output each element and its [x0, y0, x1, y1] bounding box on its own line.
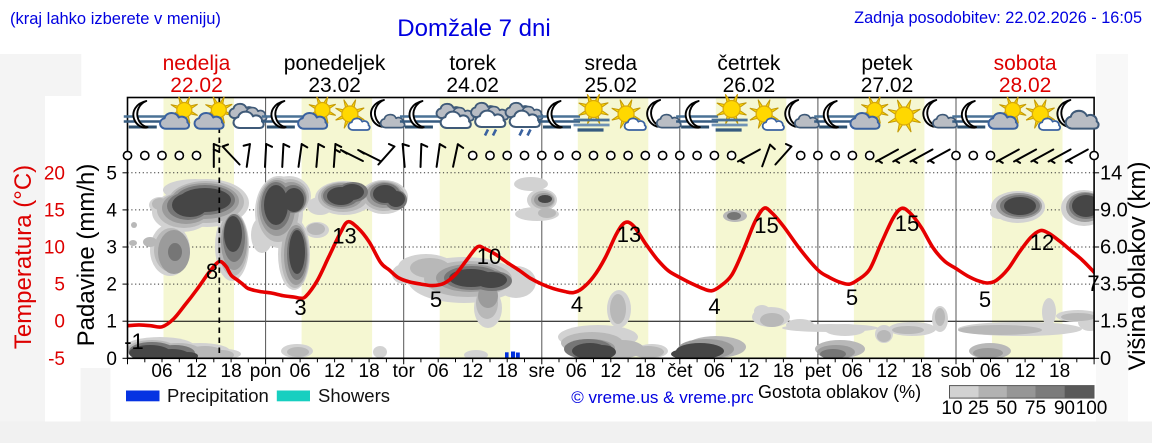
- svg-text:15: 15: [895, 211, 919, 236]
- svg-text:sob: sob: [941, 361, 972, 382]
- svg-text:0: 0: [54, 312, 65, 333]
- svg-text:Padavine (mm/h): Padavine (mm/h): [73, 164, 100, 347]
- svg-text:Domžale 7 dni: Domžale 7 dni: [397, 15, 550, 42]
- svg-text:Temperatura (°C): Temperatura (°C): [10, 165, 37, 349]
- svg-text:Showers: Showers: [318, 385, 390, 406]
- svg-text:12: 12: [324, 361, 345, 382]
- svg-text:90: 90: [1054, 398, 1075, 419]
- svg-text:18: 18: [359, 361, 380, 382]
- svg-text:12: 12: [738, 361, 759, 382]
- svg-text:13: 13: [617, 222, 641, 247]
- svg-text:06: 06: [151, 361, 172, 382]
- svg-text:nedelja: nedelja: [163, 52, 231, 75]
- svg-text:Višina oblakov (km): Višina oblakov (km): [1124, 162, 1151, 371]
- svg-text:Zadnja posodobitev: 22.02.2026: Zadnja posodobitev: 22.02.2026 - 16:05: [854, 9, 1142, 27]
- svg-text:06: 06: [980, 361, 1001, 382]
- svg-text:4: 4: [571, 292, 583, 317]
- svg-text:Gostota oblakov (%): Gostota oblakov (%): [758, 382, 921, 402]
- svg-text:06: 06: [704, 361, 725, 382]
- svg-text:12: 12: [600, 361, 621, 382]
- svg-text:20: 20: [44, 163, 65, 184]
- svg-text:torek: torek: [449, 52, 496, 75]
- svg-text:6.0: 6.0: [1100, 237, 1128, 259]
- svg-text:čet: čet: [667, 361, 693, 382]
- svg-text:9.0: 9.0: [1100, 199, 1128, 221]
- svg-text:Precipitation: Precipitation: [167, 385, 269, 406]
- svg-text:sre: sre: [529, 361, 555, 382]
- svg-text:3: 3: [106, 238, 117, 259]
- svg-text:22.02: 22.02: [170, 74, 223, 97]
- svg-text:2: 2: [106, 275, 117, 296]
- svg-text:12: 12: [1015, 361, 1036, 382]
- svg-text:7: 7: [1087, 271, 1099, 296]
- svg-text:06: 06: [290, 361, 311, 382]
- svg-text:0: 0: [1100, 348, 1111, 370]
- svg-text:18: 18: [497, 361, 518, 382]
- svg-text:5: 5: [54, 275, 65, 296]
- svg-text:© vreme.us & vreme.pro: © vreme.us & vreme.pro: [571, 388, 755, 407]
- svg-text:18: 18: [221, 361, 242, 382]
- svg-text:18: 18: [635, 361, 656, 382]
- svg-text:ponedeljek: ponedeljek: [284, 52, 386, 75]
- svg-text:15: 15: [754, 213, 778, 238]
- svg-text:četrtek: četrtek: [717, 52, 781, 75]
- svg-text:4: 4: [106, 200, 117, 221]
- svg-text:75: 75: [1025, 398, 1046, 419]
- svg-text:06: 06: [566, 361, 587, 382]
- svg-text:8: 8: [206, 259, 218, 284]
- svg-text:25: 25: [968, 398, 989, 419]
- svg-text:06: 06: [842, 361, 863, 382]
- svg-text:5: 5: [106, 163, 117, 184]
- svg-text:50: 50: [996, 398, 1017, 419]
- svg-text:12: 12: [876, 361, 897, 382]
- svg-text:petek: petek: [861, 52, 913, 75]
- svg-text:12: 12: [1030, 230, 1054, 255]
- svg-text:27.02: 27.02: [861, 74, 914, 97]
- svg-text:5: 5: [846, 285, 858, 310]
- svg-text:4: 4: [708, 294, 720, 319]
- svg-text:14: 14: [1100, 162, 1122, 184]
- svg-text:12: 12: [186, 361, 207, 382]
- svg-text:10: 10: [941, 398, 962, 419]
- svg-text:sreda: sreda: [585, 52, 638, 75]
- svg-text:3.5: 3.5: [1100, 274, 1128, 296]
- svg-text:12: 12: [462, 361, 483, 382]
- svg-text:pon: pon: [250, 361, 282, 382]
- svg-text:13: 13: [332, 224, 356, 249]
- svg-text:18: 18: [773, 361, 794, 382]
- svg-text:3: 3: [294, 295, 306, 320]
- svg-text:23.02: 23.02: [308, 74, 361, 97]
- svg-text:100: 100: [1076, 398, 1108, 419]
- svg-text:sobota: sobota: [994, 52, 1057, 75]
- svg-text:1.5: 1.5: [1100, 311, 1128, 333]
- svg-text:26.02: 26.02: [723, 74, 776, 97]
- svg-text:18: 18: [911, 361, 932, 382]
- svg-text:06: 06: [428, 361, 449, 382]
- svg-text:10: 10: [44, 238, 65, 259]
- svg-text:5: 5: [430, 287, 442, 312]
- svg-text:-5: -5: [48, 349, 65, 370]
- svg-text:0: 0: [106, 349, 117, 370]
- svg-text:28.02: 28.02: [999, 74, 1052, 97]
- svg-text:25.02: 25.02: [585, 74, 638, 97]
- svg-text:24.02: 24.02: [446, 74, 499, 97]
- svg-text:(kraj lahko izberete v meniju): (kraj lahko izberete v meniju): [10, 10, 221, 28]
- svg-text:10: 10: [477, 244, 501, 269]
- svg-text:tor: tor: [393, 361, 416, 382]
- svg-text:15: 15: [44, 200, 65, 221]
- svg-text:pet: pet: [805, 361, 832, 382]
- svg-text:18: 18: [1049, 361, 1070, 382]
- svg-text:-1: -1: [124, 329, 144, 354]
- svg-text:1: 1: [106, 312, 117, 333]
- svg-text:5: 5: [979, 287, 991, 312]
